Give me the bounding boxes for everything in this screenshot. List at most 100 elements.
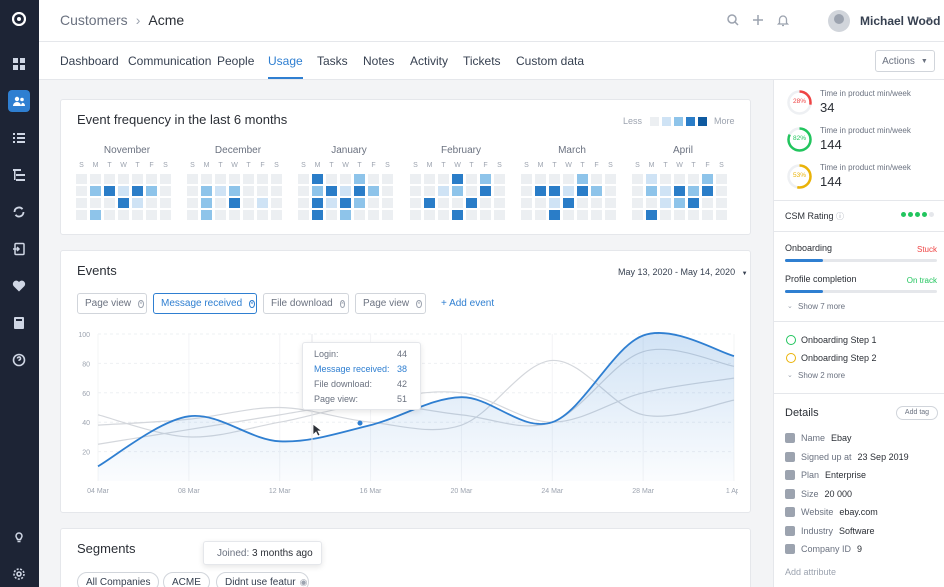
heatmap-cell[interactable] [298,198,309,208]
heatmap-cell[interactable] [298,210,309,220]
heatmap-cell[interactable] [563,198,574,208]
heatmap-cell[interactable] [410,210,421,220]
heatmap-cell[interactable] [605,174,616,184]
heatmap-cell[interactable] [382,210,393,220]
add-event-button[interactable]: + Add event [441,298,495,309]
heatmap-cell[interactable] [229,186,240,196]
heatmap-cell[interactable] [187,198,198,208]
heatmap-cell[interactable] [257,186,268,196]
heatmap-cell[interactable] [452,174,463,184]
onboarding-step[interactable]: Onboarding Step 1 [801,335,877,345]
heatmap-cell[interactable] [271,210,282,220]
heatmap-cell[interactable] [76,174,87,184]
heatmap-cell[interactable] [716,210,727,220]
heatmap-cell[interactable] [104,210,115,220]
heatmap-cell[interactable] [326,186,337,196]
heatmap-cell[interactable] [104,198,115,208]
heatmap-cell[interactable] [535,174,546,184]
heatmap-cell[interactable] [466,210,477,220]
heatmap-cell[interactable] [368,198,379,208]
heatmap-cell[interactable] [132,186,143,196]
heatmap-cell[interactable] [368,174,379,184]
heatmap-cell[interactable] [187,210,198,220]
show-more-link[interactable]: Show 7 more [798,302,846,311]
heatmap-cell[interactable] [688,198,699,208]
heatmap-cell[interactable] [535,210,546,220]
heatmap-cell[interactable] [312,174,323,184]
heatmap-cell[interactable] [312,198,323,208]
heatmap-cell[interactable] [674,198,685,208]
heatmap-cell[interactable] [646,210,657,220]
heatmap-cell[interactable] [549,186,560,196]
heatmap-cell[interactable] [243,174,254,184]
actions-button[interactable]: Actions ▼ [875,50,935,72]
customers-icon[interactable] [8,90,30,112]
tab-usage[interactable]: Usage [268,54,303,79]
heatmap-cell[interactable] [271,198,282,208]
event-chip-message-received[interactable]: Message received × [153,293,257,314]
caret-down-icon[interactable]: ▼ [925,15,933,24]
segment-chip-all-companies[interactable]: All Companies [77,572,160,587]
heatmap-cell[interactable] [90,198,101,208]
event-chip-file-download[interactable]: File download × [263,293,349,314]
heatmap-cell[interactable] [702,210,713,220]
heatmap-cell[interactable] [535,198,546,208]
heatmap-cell[interactable] [354,174,365,184]
segment-chip-didnt-use-feature[interactable]: Didnt use featur ◉ [216,572,309,587]
add-tag-button[interactable]: Add tag [896,406,938,420]
breadcrumb-parent[interactable]: Customers [60,12,128,28]
heatmap-cell[interactable] [382,174,393,184]
heatmap-cell[interactable] [132,198,143,208]
tab-dashboard[interactable]: Dashboard [60,54,119,68]
heatmap-cell[interactable] [424,198,435,208]
tab-tickets[interactable]: Tickets [463,54,501,68]
eye-icon[interactable]: ◉ [299,576,308,587]
heatmap-cell[interactable] [257,174,268,184]
heatmap-cell[interactable] [702,174,713,184]
heatmap-cell[interactable] [466,174,477,184]
heatmap-cell[interactable] [354,210,365,220]
heatmap-cell[interactable] [201,186,212,196]
heatmap-cell[interactable] [577,210,588,220]
segment-chip-acme[interactable]: ACME [163,572,210,587]
close-icon[interactable]: × [339,299,346,308]
show-more-link[interactable]: Show 2 more [798,371,846,380]
heatmap-cell[interactable] [494,210,505,220]
heatmap-cell[interactable] [424,186,435,196]
heatmap-cell[interactable] [76,198,87,208]
heatmap-cell[interactable] [674,210,685,220]
close-icon[interactable]: × [249,299,255,308]
heatmap-cell[interactable] [118,210,129,220]
heatmap-cell[interactable] [563,186,574,196]
heatmap-cell[interactable] [591,174,602,184]
csm-rating-dots[interactable] [901,212,934,217]
heatmap-cell[interactable] [90,174,101,184]
info-icon[interactable]: ⓘ [836,212,845,221]
heatmap-cell[interactable] [410,174,421,184]
heatmap-cell[interactable] [563,174,574,184]
heatmap-cell[interactable] [340,174,351,184]
heatmap-cell[interactable] [410,198,421,208]
heatmap-cell[interactable] [424,210,435,220]
tab-custom-data[interactable]: Custom data [516,54,585,68]
heatmap-cell[interactable] [229,210,240,220]
bell-icon[interactable] [775,12,791,28]
heatmap-cell[interactable] [118,186,129,196]
add-attribute-link[interactable]: Add attribute [785,567,837,577]
heatmap-cell[interactable] [90,186,101,196]
heatmap-cell[interactable] [132,174,143,184]
hierarchy-icon[interactable] [8,164,30,186]
heatmap-cell[interactable] [646,174,657,184]
heatmap-cell[interactable] [90,210,101,220]
heatmap-cell[interactable] [452,198,463,208]
heatmap-cell[interactable] [187,186,198,196]
heatmap-cell[interactable] [146,210,157,220]
heatmap-cell[interactable] [438,210,449,220]
heatmap-cell[interactable] [424,174,435,184]
heatmap-cell[interactable] [521,174,532,184]
logo-icon[interactable] [8,8,30,30]
heatmap-cell[interactable] [118,198,129,208]
heatmap-cell[interactable] [354,186,365,196]
heatmap-cell[interactable] [480,174,491,184]
heatmap-cell[interactable] [438,174,449,184]
